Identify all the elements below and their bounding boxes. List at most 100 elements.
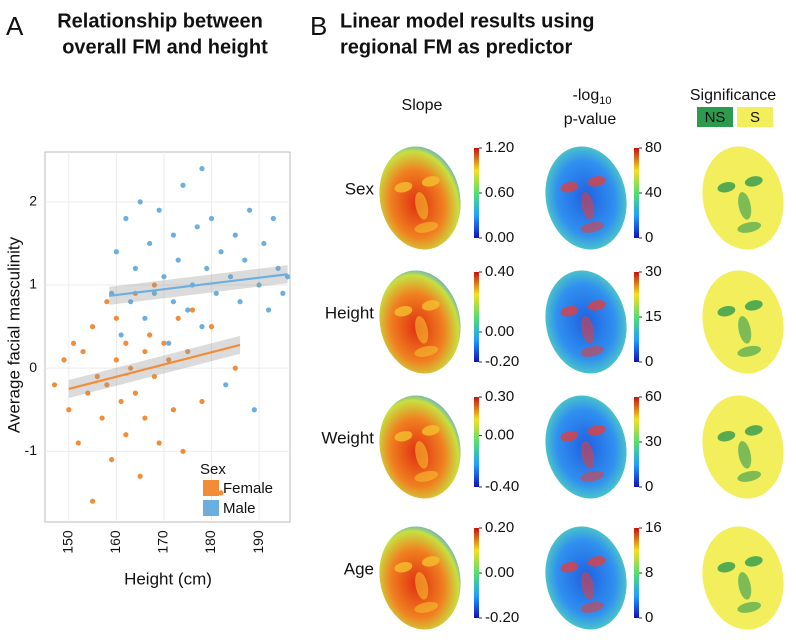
- face-feature: [560, 305, 579, 317]
- legend-swatch: [697, 107, 733, 127]
- colorbar-label: 0: [645, 229, 653, 246]
- colorbar: [634, 397, 639, 487]
- point: [147, 240, 153, 247]
- point: [142, 315, 148, 321]
- face-feature: [415, 316, 429, 344]
- point: [94, 373, 100, 380]
- legend-swatch: [737, 107, 773, 127]
- face-feature: [394, 181, 413, 193]
- point: [218, 490, 224, 496]
- colorbar-label: 0.00: [485, 427, 514, 444]
- point: [275, 265, 281, 272]
- face-feature: [744, 425, 763, 436]
- colorbar-label: 0.00: [485, 229, 514, 246]
- point: [118, 398, 124, 405]
- column-header: Slope: [402, 97, 443, 114]
- point: [156, 440, 162, 446]
- legend-swatch: [203, 500, 219, 516]
- face-map: [379, 146, 461, 250]
- face-feature: [744, 176, 763, 187]
- face-feature: [414, 221, 439, 233]
- face-feature: [717, 561, 736, 573]
- colorbar-label: -0.20: [485, 609, 519, 626]
- point: [104, 299, 110, 305]
- point: [199, 166, 205, 172]
- row-label: Weight: [321, 428, 374, 447]
- x-tick-label: 160: [107, 530, 123, 554]
- face-map: [545, 395, 627, 499]
- face-feature: [717, 430, 736, 442]
- point: [109, 457, 115, 463]
- face-feature: [581, 316, 595, 344]
- chart-title: overall FM and height: [62, 36, 268, 58]
- face-feature: [394, 430, 413, 442]
- face-feature: [414, 345, 439, 357]
- point: [180, 182, 186, 188]
- point: [265, 307, 272, 313]
- colorbar: [634, 148, 639, 238]
- face-feature: [421, 425, 440, 436]
- point: [99, 415, 105, 421]
- point: [180, 448, 186, 454]
- colorbar-label: 0.00: [485, 564, 514, 581]
- legend-label: S: [750, 109, 760, 126]
- face-feature: [737, 221, 762, 233]
- point: [199, 398, 205, 405]
- point: [175, 315, 181, 321]
- face-feature: [415, 572, 429, 600]
- point: [166, 357, 172, 363]
- colorbar: [474, 272, 479, 362]
- face-feature: [587, 425, 606, 436]
- colorbar-label: 0: [645, 609, 653, 626]
- colorbar-label: 0: [645, 353, 653, 370]
- point: [161, 274, 167, 280]
- point: [123, 340, 129, 346]
- point: [185, 307, 191, 313]
- point: [113, 357, 119, 363]
- face-feature: [580, 601, 605, 613]
- point: [113, 315, 119, 321]
- point: [75, 440, 81, 446]
- y-tick-label: 0: [29, 359, 37, 375]
- face-map: [702, 395, 784, 499]
- fit-line: [68, 343, 241, 391]
- colorbar: [634, 528, 639, 618]
- point: [280, 290, 286, 296]
- colorbar-label: 40: [645, 184, 662, 201]
- colorbar: [474, 528, 479, 618]
- colorbar-label: 0.60: [485, 184, 514, 201]
- point: [256, 282, 262, 288]
- colorbar-label: 0.20: [485, 519, 514, 536]
- plot-area: [44, 151, 291, 523]
- colorbar-label: 8: [645, 564, 653, 581]
- face-map: [379, 395, 461, 499]
- point: [89, 324, 96, 330]
- colorbar-label: 30: [645, 263, 662, 280]
- face-feature: [414, 470, 439, 482]
- point: [113, 249, 119, 255]
- legend-label: NS: [705, 109, 726, 126]
- point: [204, 265, 210, 272]
- x-tick-label: 150: [59, 530, 75, 554]
- x-tick-label: 180: [202, 530, 218, 554]
- face-feature: [738, 192, 752, 220]
- colorbar-label: 0.00: [485, 323, 514, 340]
- point: [185, 348, 191, 355]
- point: [242, 257, 248, 263]
- point: [142, 415, 148, 421]
- chart-title: Relationship between: [57, 10, 263, 32]
- point: [194, 224, 200, 230]
- face-feature: [737, 601, 762, 613]
- point: [208, 324, 215, 330]
- face-feature: [421, 556, 440, 567]
- point: [137, 473, 143, 479]
- face-feature: [581, 572, 595, 600]
- colorbar-label: 60: [645, 388, 662, 405]
- legend-title: Sex: [200, 461, 226, 478]
- point: [70, 340, 77, 346]
- face-feature: [581, 192, 595, 220]
- point: [61, 357, 67, 363]
- point: [208, 215, 215, 222]
- face-feature: [421, 176, 440, 187]
- legend-label: Male: [223, 500, 256, 517]
